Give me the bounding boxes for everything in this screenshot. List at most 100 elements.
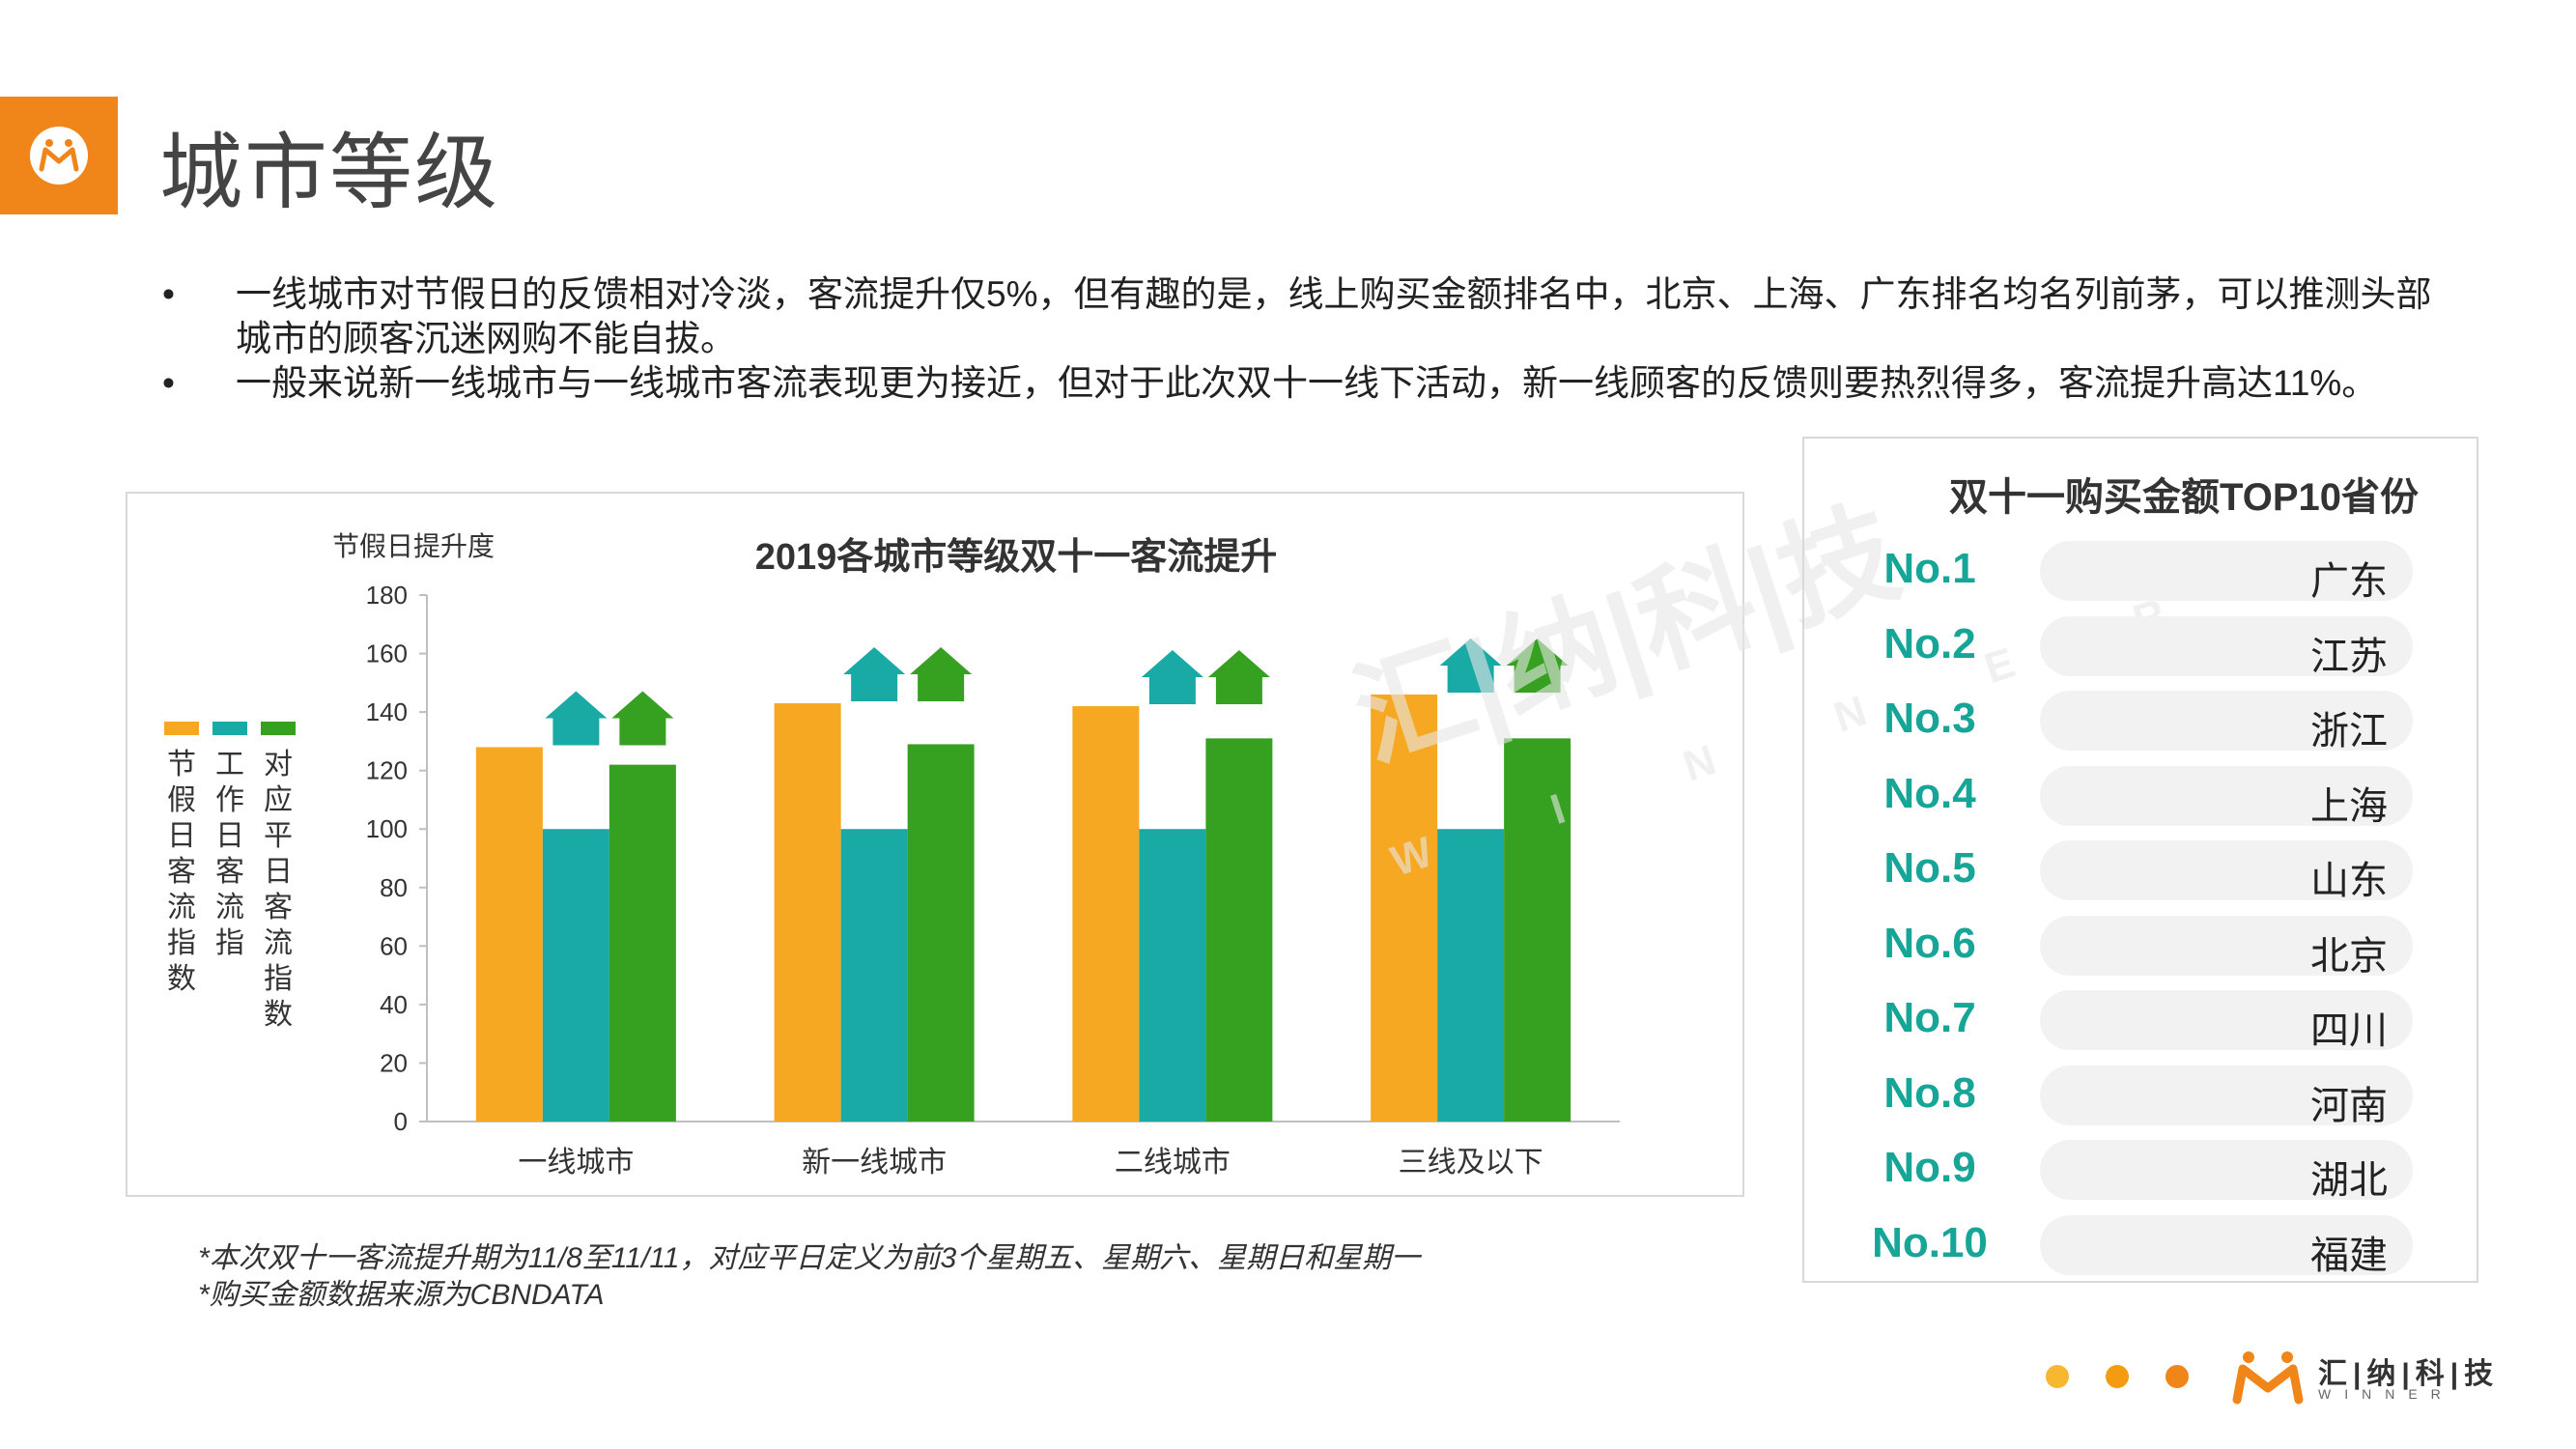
bullet-text: 一线城市对节假日的反馈相对冷淡，客流提升仅5%，但有趣的是，线上购买金额排名中，… xyxy=(236,274,2432,358)
footnote: *本次双十一客流提升期为11/8至11/11，对应平日定义为前3个星期五、星期六… xyxy=(198,1242,1421,1274)
ranking-row: No.4 上海 xyxy=(1804,765,2477,828)
y-tick-label: 20 xyxy=(380,1048,408,1077)
legend-label-char: 日 xyxy=(215,820,244,852)
bar xyxy=(1139,829,1206,1122)
increase-arrow-icon xyxy=(545,691,608,746)
bullet-list: • 一线城市对节假日的反馈相对冷淡，客流提升仅5%，但有趣的是，线上购买金额排名… xyxy=(155,272,2434,406)
bar xyxy=(542,829,609,1122)
legend-label-char: 数 xyxy=(264,999,293,1031)
rank-province: 福建 xyxy=(2310,1234,2388,1277)
x-tick-label: 三线及以下 xyxy=(1399,1147,1543,1179)
legend-label-char: 日 xyxy=(167,820,196,852)
rank-number: No.9 xyxy=(1883,1144,1976,1191)
legend-label-char: 指 xyxy=(264,963,293,995)
legend-label-char: 流 xyxy=(167,892,196,923)
bullet-dot: • xyxy=(162,363,175,403)
rank-pill: 山东 xyxy=(2040,840,2413,902)
ranking-title: 双十一购买金额TOP10省份 xyxy=(1949,476,2419,519)
ranking-row: No.7 四川 xyxy=(1804,990,2477,1052)
rank-number: No.6 xyxy=(1883,919,1976,967)
legend-label-char: 日 xyxy=(264,856,293,888)
rank-pill: 广东 xyxy=(2040,541,2413,603)
rank-number: No.5 xyxy=(1883,844,1976,892)
legend-label-char: 指 xyxy=(215,927,244,959)
bullet-item: • 一线城市对节假日的反馈相对冷淡，客流提升仅5%，但有趣的是，线上购买金额排名… xyxy=(155,272,2434,361)
rank-province: 浙江 xyxy=(2310,710,2388,753)
rank-province: 广东 xyxy=(2310,560,2388,603)
rank-pill: 河南 xyxy=(2040,1065,2413,1127)
rank-number: No.4 xyxy=(1883,769,1976,817)
ranking-row: No.6 北京 xyxy=(1804,915,2477,978)
legend-label-char: 平 xyxy=(264,820,293,852)
rank-number: No.1 xyxy=(1883,545,1976,592)
ranking-panel: 双十一购买金额TOP10省份 No.1 广东 No.2 江苏 No.3 浙江 No.4 上海 N… xyxy=(1802,437,2478,1283)
legend-label-char: 应 xyxy=(264,784,293,816)
increase-arrow-icon xyxy=(1506,638,1569,693)
rank-pill: 浙江 xyxy=(2040,691,2413,753)
chart-panel: 2019各城市等级双十一客流提升 节假日提升度 0 20 40 60 80 100 120 140… xyxy=(126,492,1744,1197)
brand-name: 汇|纳|科|技 xyxy=(2318,1358,2500,1390)
footer-dot xyxy=(2106,1365,2129,1388)
bar xyxy=(774,703,841,1122)
legend-label-char: 客 xyxy=(167,856,196,888)
rank-number: No.8 xyxy=(1883,1068,1976,1117)
y-tick-label: 120 xyxy=(366,756,408,785)
y-axis-label: 节假日提升度 xyxy=(332,531,495,561)
ranking-row: No.5 山东 xyxy=(1804,840,2477,902)
bar xyxy=(1072,706,1140,1122)
rank-pill: 江苏 xyxy=(2040,615,2413,678)
increase-arrow-icon xyxy=(1439,638,1502,693)
brand-logo-box xyxy=(0,97,118,214)
rank-pill: 福建 xyxy=(2040,1214,2413,1277)
chart-title: 2019各城市等级双十一客流提升 xyxy=(755,536,1278,578)
x-tick-label: 二线城市 xyxy=(1115,1147,1231,1179)
bar xyxy=(1437,829,1505,1122)
ranking-row: No.8 河南 xyxy=(1804,1065,2477,1127)
ranking-row: No.3 浙江 xyxy=(1804,691,2477,753)
legend-label-char: 节 xyxy=(167,749,196,781)
legend-label-char: 流 xyxy=(215,892,244,923)
ranking-row: No.10 福建 xyxy=(1804,1214,2477,1277)
bar xyxy=(1205,738,1273,1122)
footer-dot xyxy=(2046,1365,2069,1388)
rank-number: No.10 xyxy=(1872,1218,1988,1266)
legend-swatch xyxy=(164,722,199,735)
ranking-row: No.2 江苏 xyxy=(1804,615,2477,678)
rank-pill: 上海 xyxy=(2040,765,2413,828)
rank-pill: 四川 xyxy=(2040,990,2413,1052)
rank-province: 河南 xyxy=(2310,1084,2388,1127)
bar xyxy=(609,764,676,1122)
y-tick-label: 180 xyxy=(366,581,408,610)
x-tick-label: 新一线城市 xyxy=(802,1147,947,1179)
y-tick-label: 100 xyxy=(366,814,408,843)
y-tick-label: 0 xyxy=(394,1107,408,1136)
rank-province: 江苏 xyxy=(2310,635,2388,678)
legend-label-char: 假 xyxy=(167,784,196,816)
increase-arrow-icon xyxy=(843,647,906,702)
page-title: 城市等级 xyxy=(159,127,499,219)
y-tick-label: 60 xyxy=(380,931,408,960)
rank-pill: 湖北 xyxy=(2040,1140,2413,1202)
bar xyxy=(475,747,543,1122)
footer-brand: 汇|纳|科|技 WINNER xyxy=(2229,1348,2519,1406)
bar xyxy=(907,744,975,1122)
legend-label-char: 客 xyxy=(264,892,293,923)
legend-label-char: 工 xyxy=(215,749,244,781)
brand-mark-icon xyxy=(2232,1351,2304,1405)
y-tick-label: 40 xyxy=(380,990,408,1019)
footnote: *购买金额数据来源为CBNDATA xyxy=(198,1279,605,1311)
rank-pill: 北京 xyxy=(2040,915,2413,978)
bullet-text: 一般来说新一线城市与一线城市客流表现更为接近，但对于此次双十一线下活动，新一线顾… xyxy=(236,363,2378,403)
rank-province: 北京 xyxy=(2310,934,2388,978)
ranking-row: No.9 湖北 xyxy=(1804,1140,2477,1202)
ranking-row: No.1 广东 xyxy=(1804,541,2477,603)
x-tick-label: 一线城市 xyxy=(518,1147,634,1179)
rank-number: No.2 xyxy=(1883,619,1976,668)
legend-label-char: 对 xyxy=(264,749,293,781)
bar xyxy=(840,829,908,1122)
y-tick-label: 140 xyxy=(366,697,408,726)
brand-logo-icon xyxy=(30,127,88,185)
rank-province: 四川 xyxy=(2310,1009,2388,1052)
rank-number: No.7 xyxy=(1883,994,1976,1041)
increase-arrow-icon xyxy=(611,691,674,746)
